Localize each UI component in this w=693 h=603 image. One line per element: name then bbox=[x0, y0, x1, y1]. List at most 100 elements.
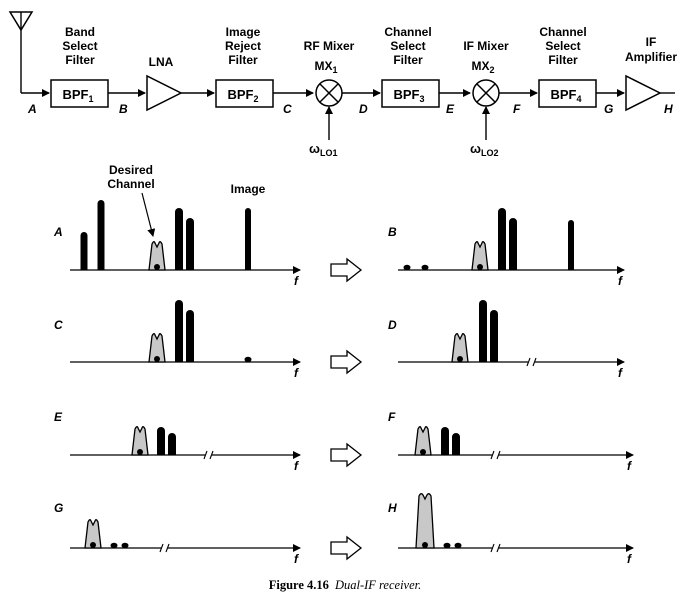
panel-d-desired-channel-core bbox=[457, 356, 463, 362]
rf-mixer-icon bbox=[315, 79, 343, 107]
channel-select-1-label-3: Filter bbox=[393, 53, 423, 67]
if-amplifier-icon bbox=[625, 74, 662, 112]
figure-caption: Figure 4.16 Dual-IF receiver. bbox=[269, 578, 422, 592]
panel-b-desired-channel-core bbox=[477, 264, 483, 270]
image-label: Image bbox=[231, 182, 266, 196]
panel-d-axis-label: f bbox=[618, 366, 623, 380]
node-h: H bbox=[664, 102, 673, 116]
panel-g-interferer-4 bbox=[121, 542, 129, 549]
bpf1-box bbox=[50, 79, 109, 108]
panel-b-desired-channel bbox=[471, 241, 489, 271]
panel-g-axis-label: f bbox=[294, 552, 299, 566]
node-a: A bbox=[27, 102, 37, 116]
panel-c-image bbox=[244, 356, 252, 363]
panel-b-interferer-1 bbox=[403, 264, 411, 271]
band-select-label-1: Band bbox=[65, 25, 95, 39]
desired-channel-label-2: Channel bbox=[107, 177, 154, 191]
spectra-layer: f f f f f f f f bbox=[70, 200, 634, 566]
panel-d-desired-channel bbox=[451, 333, 469, 363]
panel-b-image bbox=[568, 220, 574, 270]
panel-c-axis-label: f bbox=[294, 366, 299, 380]
rf-mixer-label: RF Mixer bbox=[304, 39, 355, 53]
channel-select-1-label-1: Channel bbox=[384, 25, 431, 39]
channel-select-2-label-3: Filter bbox=[548, 53, 578, 67]
panel-e-desired-channel bbox=[131, 426, 149, 456]
lna-label: LNA bbox=[149, 55, 174, 69]
panel-label-e: E bbox=[54, 410, 63, 424]
panel-label-b: B bbox=[388, 225, 397, 239]
panel-h-axis-label: f bbox=[627, 552, 632, 566]
band-select-label-2: Select bbox=[62, 39, 97, 53]
panel-d-interferer-4 bbox=[490, 310, 498, 362]
desired-channel-arrow bbox=[141, 192, 156, 237]
node-d: D bbox=[359, 102, 368, 116]
panel-h-desired-channel-core bbox=[422, 542, 428, 548]
panel-f-interferer-3 bbox=[441, 427, 449, 455]
panel-f-axis-label: f bbox=[627, 459, 632, 473]
if-amp-label-2: Amplifier bbox=[625, 50, 677, 64]
channel-select-2-label-1: Channel bbox=[539, 25, 586, 39]
panel-f-interferer-4 bbox=[452, 433, 460, 455]
bpf2-box bbox=[215, 79, 274, 108]
channel-select-1-label-2: Select bbox=[390, 39, 425, 53]
panel-f-desired-channel-core bbox=[420, 449, 426, 455]
bpf3-label: BPF3 bbox=[393, 87, 424, 104]
panel-g-desired-channel-core bbox=[90, 542, 96, 548]
panel-h-axis-break bbox=[490, 543, 501, 553]
panel-g-desired-channel bbox=[84, 519, 102, 549]
if-mixer-label: IF Mixer bbox=[463, 39, 509, 53]
lna-amplifier-icon bbox=[146, 74, 183, 112]
panel-c-desired-channel bbox=[148, 333, 166, 363]
panel-label-d: D bbox=[388, 318, 397, 332]
desired-channel-label-1: Desired bbox=[109, 163, 153, 177]
panel-a-axis-label: f bbox=[294, 274, 299, 288]
panel-g-axis-break bbox=[159, 543, 170, 553]
image-reject-label-1: Image bbox=[226, 25, 261, 39]
arrow-e-to-f-icon bbox=[330, 442, 363, 468]
channel-select-2-label-2: Select bbox=[545, 39, 580, 53]
image-reject-label-2: Reject bbox=[225, 39, 261, 53]
panel-d-interferer-3 bbox=[479, 300, 487, 362]
if-amp-label-1: IF bbox=[646, 35, 657, 49]
panel-a-interferer-4 bbox=[186, 218, 194, 270]
node-e: E bbox=[446, 102, 455, 116]
panel-e-interferer-4 bbox=[168, 433, 176, 455]
panel-f-desired-channel bbox=[414, 426, 432, 456]
panel-g-interferer-3 bbox=[110, 542, 118, 549]
bpf2-label: BPF2 bbox=[227, 87, 258, 104]
panel-label-h: H bbox=[388, 501, 397, 515]
node-c: C bbox=[283, 102, 292, 116]
arrow-c-to-d-icon bbox=[330, 349, 363, 375]
panel-d-axis-break bbox=[526, 357, 537, 367]
bpf4-label: BPF4 bbox=[550, 87, 581, 104]
panel-e-axis-break bbox=[203, 450, 214, 460]
panel-b-interferer-3 bbox=[498, 208, 506, 270]
mx1-label: MX1 bbox=[314, 59, 337, 75]
panel-e-axis-label: f bbox=[294, 459, 299, 473]
panel-a-desired-channel-core bbox=[154, 264, 160, 270]
band-select-label-3: Filter bbox=[65, 53, 95, 67]
panel-a-interferer-2 bbox=[97, 200, 105, 270]
lo1-label: ωLO1 bbox=[309, 141, 338, 158]
mx2-label: MX2 bbox=[471, 59, 494, 75]
panel-a-interferer-3 bbox=[175, 208, 183, 270]
bpf1-label: BPF1 bbox=[62, 87, 93, 104]
panel-a-desired-channel bbox=[148, 241, 166, 271]
panel-h-desired-channel bbox=[415, 493, 435, 549]
panel-c-desired-channel-core bbox=[154, 356, 160, 362]
panel-c-interferer-4 bbox=[186, 310, 194, 362]
node-f: F bbox=[513, 102, 521, 116]
panel-h-interferer-4 bbox=[454, 542, 462, 549]
antenna-icon bbox=[8, 11, 34, 32]
panel-e-desired-channel-core bbox=[137, 449, 143, 455]
panel-label-a: A bbox=[53, 225, 63, 239]
node-b: B bbox=[119, 102, 128, 116]
panel-b-interferer-2 bbox=[421, 264, 429, 271]
image-reject-label-3: Filter bbox=[228, 53, 258, 67]
panel-a-image bbox=[245, 208, 251, 270]
panel-f-axis-break bbox=[490, 450, 501, 460]
lo2-label: ωLO2 bbox=[470, 141, 499, 158]
node-g: G bbox=[604, 102, 613, 116]
panel-c-interferer-3 bbox=[175, 300, 183, 362]
